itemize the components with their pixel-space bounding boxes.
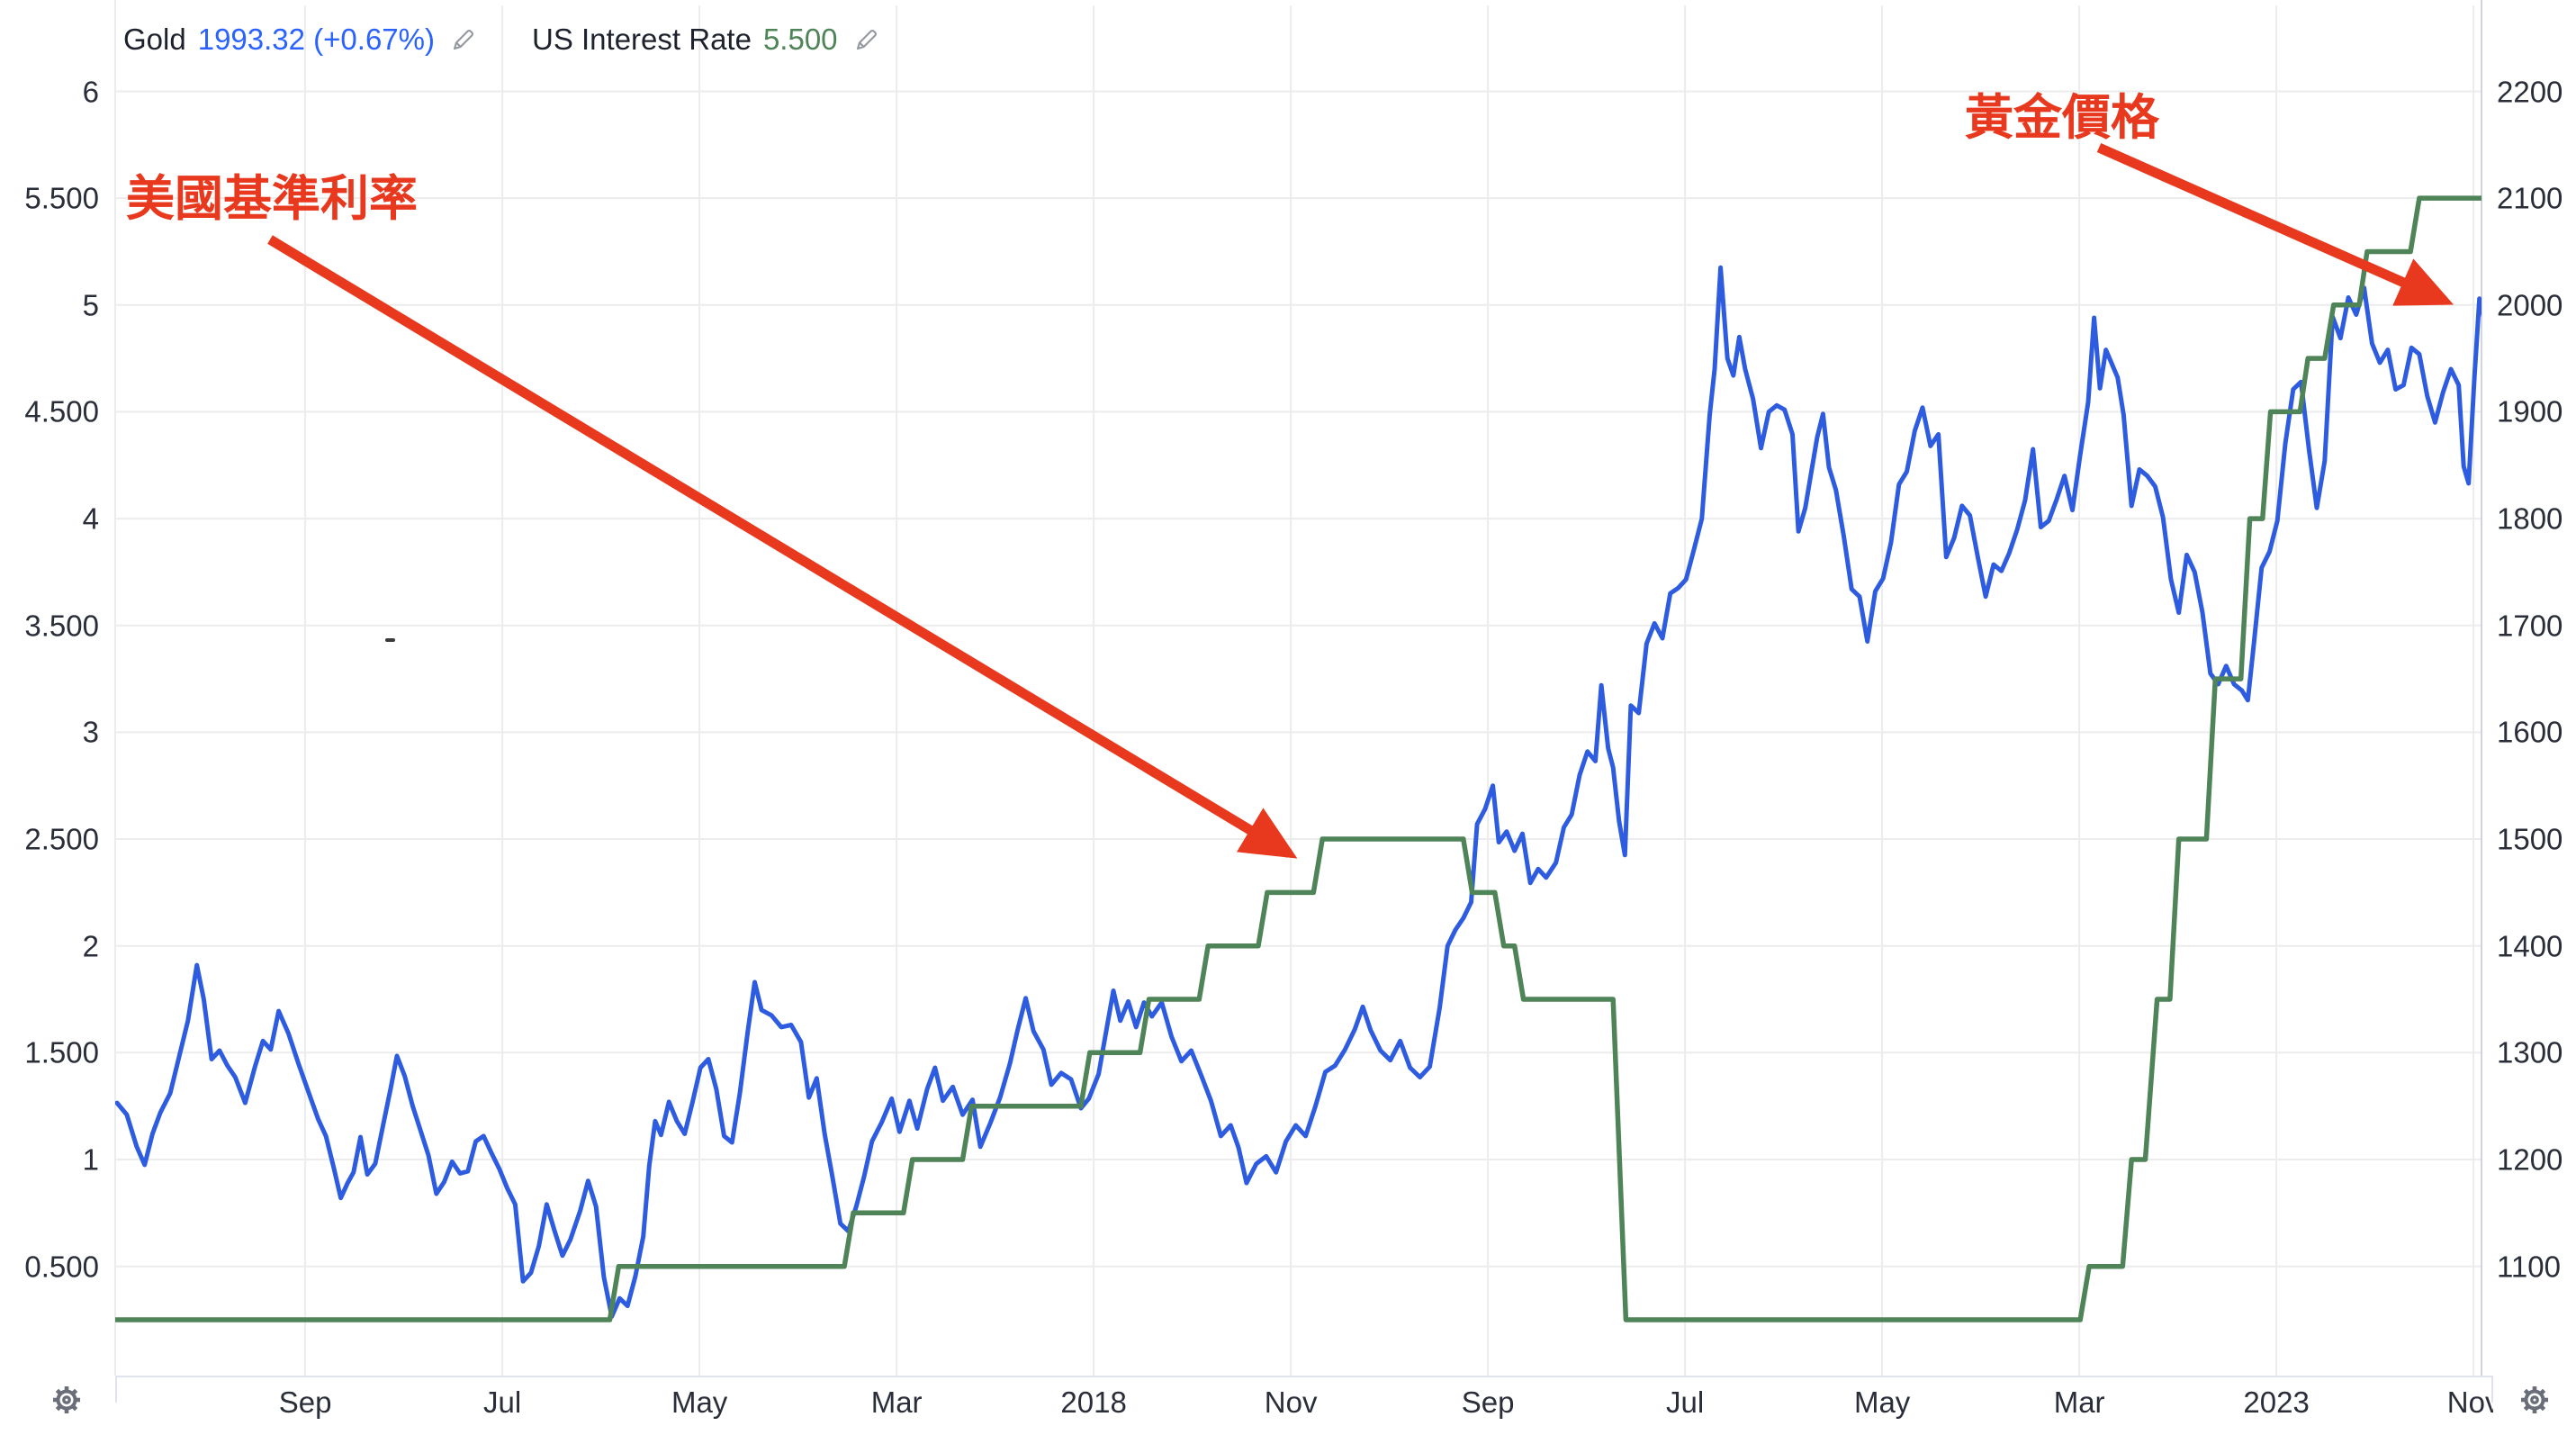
left-axis-tick: 3 [82,715,99,749]
time-axis-tick: Jul [1666,1385,1705,1419]
time-axis-tick: Nov [2446,1385,2493,1419]
time-axis-top-border [115,1376,2493,1377]
stray-mark [385,638,395,642]
right-axis-tick: 1800 [2497,501,2563,536]
left-axis-tick: 5 [82,288,99,322]
left-axis-tick: 6 [82,75,99,108]
time-axis-tick: May [1853,1385,1911,1419]
time-axis-tick: Mar [2053,1385,2105,1419]
legend-gold-label: Gold [123,23,186,56]
right-axis-tick: 1600 [2497,715,2563,749]
time-axis-tick: May [671,1385,728,1419]
series-line-us-interest-rate[interactable] [115,195,2494,1322]
time-axis[interactable]: Sep Jul May Mar 2018 Nov Sep Jul May Mar 2023 Nov [0,1376,2493,1435]
left-axis-tick: 4 [82,501,99,536]
right-axis-tick: 2000 [2497,288,2563,322]
time-axis-tick: 2023 [2243,1385,2310,1419]
left-axis-tick: 1.500 [24,1035,99,1069]
annotation-arrow-gold[interactable] [2096,142,2454,306]
right-axis-settings-button[interactable] [2515,1380,2554,1420]
time-axis-right-border [2491,1376,2493,1403]
legend-rate-label: US Interest Rate [532,23,752,56]
left-axis-tick: 0.500 [24,1250,99,1284]
time-axis-tick: Sep [278,1385,332,1419]
time-axis-tick: Sep [1461,1385,1515,1419]
time-axis-tick: Mar [870,1385,923,1419]
right-axis-tick: 1500 [2497,822,2563,856]
annotation-us-rate[interactable]: 美國基準利率 [126,170,418,227]
right-axis-tick: 1900 [2497,394,2563,429]
gear-icon [2521,1386,2548,1413]
left-axis-settings-button[interactable] [47,1380,86,1420]
right-axis-tick: 2100 [2497,181,2563,215]
right-axis-tick: 1400 [2497,929,2563,963]
left-axis-tick: 2.500 [24,822,99,856]
gold-edit-button[interactable] [449,25,478,54]
time-axis-left-border [115,1376,117,1403]
legend-rate-value: 5.500 [762,23,838,56]
time-axis-tick: Nov [1264,1385,1318,1419]
time-axis-tick: 2018 [1060,1385,1127,1419]
series-line-gold[interactable] [115,265,2493,1319]
right-axis-tick: 2200 [2497,75,2563,108]
left-axis-tick: 4.500 [24,394,99,429]
right-axis-tick: 1700 [2497,609,2563,643]
pencil-icon [856,29,877,50]
annotation-gold-price[interactable]: 黃金價格 [1965,89,2159,146]
left-axis-tick: 2 [82,929,99,963]
right-axis-tick: 1300 [2497,1035,2563,1069]
legend: Gold 1993.32 (+0.67%) US Interest Rate 5… [123,23,881,57]
pencil-icon [453,29,474,50]
time-axis-tick: Jul [483,1385,522,1419]
right-axis-tick: 1100 [2497,1250,2561,1284]
left-axis-tick: 5.500 [24,181,99,215]
right-axis-tick: 1200 [2497,1142,2563,1177]
left-axis-tick: 1 [82,1142,99,1177]
gear-icon [53,1386,80,1413]
annotation-arrow-rate[interactable] [267,235,1298,859]
left-axis-tick: 3.500 [24,609,99,643]
legend-gold-value: 1993.32 (+0.67%) [197,23,435,56]
rate-edit-button[interactable] [852,25,881,54]
